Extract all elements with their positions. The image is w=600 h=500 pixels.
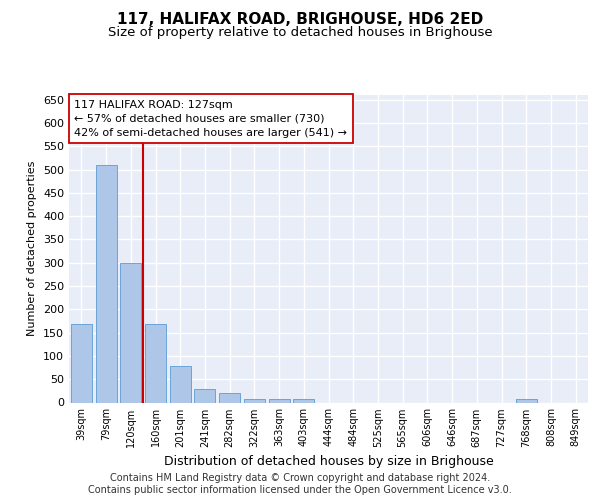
Bar	[516, 399, 537, 402]
Bar	[120, 262, 141, 402]
Bar	[244, 399, 265, 402]
X-axis label: Distribution of detached houses by size in Brighouse: Distribution of detached houses by size …	[164, 455, 493, 468]
Text: Contains HM Land Registry data © Crown copyright and database right 2024.
Contai: Contains HM Land Registry data © Crown c…	[88, 474, 512, 495]
Bar	[293, 399, 314, 402]
Bar	[194, 388, 215, 402]
Bar	[145, 324, 166, 402]
Y-axis label: Number of detached properties: Number of detached properties	[28, 161, 37, 336]
Bar	[95, 165, 116, 402]
Text: Size of property relative to detached houses in Brighouse: Size of property relative to detached ho…	[107, 26, 493, 39]
Bar	[170, 366, 191, 403]
Bar	[71, 324, 92, 402]
Text: 117, HALIFAX ROAD, BRIGHOUSE, HD6 2ED: 117, HALIFAX ROAD, BRIGHOUSE, HD6 2ED	[117, 12, 483, 28]
Bar	[269, 399, 290, 402]
Text: 117 HALIFAX ROAD: 127sqm
← 57% of detached houses are smaller (730)
42% of semi-: 117 HALIFAX ROAD: 127sqm ← 57% of detach…	[74, 100, 347, 138]
Bar	[219, 393, 240, 402]
